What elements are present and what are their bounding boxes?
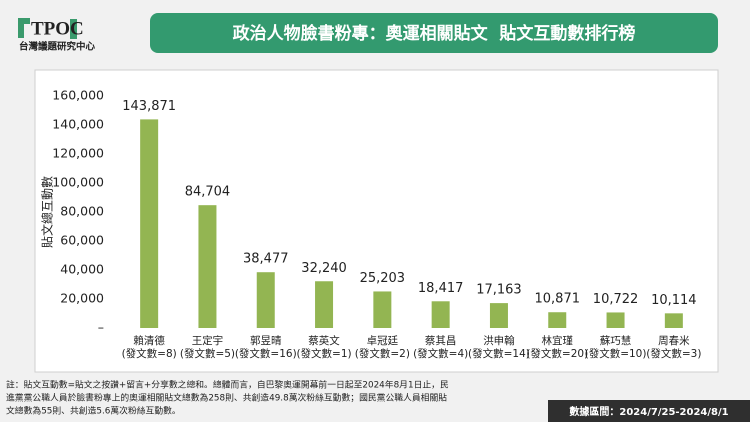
y-tick-label: – <box>98 320 104 335</box>
x-tick-label: 蔡英文 <box>308 334 340 347</box>
x-tick-label: 洪申翰 <box>483 334 515 347</box>
bar <box>664 313 683 328</box>
logo-icon <box>18 18 30 38</box>
bar <box>315 281 334 328</box>
x-tick-label: (發文數=3) <box>646 347 701 360</box>
value-label: 18,417 <box>418 281 464 296</box>
x-tick-label: (發文數=4) <box>413 347 468 360</box>
note-line: 文總數為55則、共創造5.6萬次粉絲互動數。 <box>6 405 181 417</box>
logo-text: TPOC <box>31 18 84 39</box>
title-banner <box>150 13 718 53</box>
x-tick-label: (發文數=1) <box>296 347 351 360</box>
x-tick-label: (發文數=10) <box>585 347 647 360</box>
data-range: 數據區間：2024/7/25-2024/8/1 <box>569 405 728 418</box>
x-tick-label: (發文數=5) <box>180 347 235 360</box>
logo-mark <box>70 19 77 39</box>
y-tick-label: 160,000 <box>52 88 104 103</box>
value-label: 38,477 <box>243 252 289 267</box>
y-tick-label: 40,000 <box>60 262 104 277</box>
bar <box>431 301 450 328</box>
x-tick-label: 卓冠廷 <box>367 335 399 347</box>
value-label: 84,704 <box>185 185 231 200</box>
org-name: 台灣議題研究中心 <box>19 41 96 53</box>
y-tick-label: 120,000 <box>52 146 104 161</box>
y-axis-label: 貼文總互動數 <box>40 176 55 248</box>
bar <box>198 205 217 328</box>
x-tick-label: 賴清德 <box>133 334 165 347</box>
value-label: 25,203 <box>360 271 406 286</box>
x-tick-label: (發文數=14) <box>468 347 530 360</box>
x-tick-label: 蘇巧慧 <box>600 334 632 347</box>
value-label: 32,240 <box>301 261 347 276</box>
y-tick-label: 140,000 <box>52 117 104 132</box>
bar <box>256 272 275 328</box>
bar <box>606 312 625 328</box>
x-tick-label: (發文數=16) <box>235 347 297 360</box>
y-tick-label: 60,000 <box>60 233 104 248</box>
range-box <box>548 400 750 422</box>
value-label: 17,163 <box>476 283 522 298</box>
x-tick-label: 周春米 <box>658 334 690 347</box>
bar <box>548 312 567 328</box>
value-label: 10,722 <box>593 292 639 307</box>
y-tick-label: 100,000 <box>52 175 104 190</box>
y-tick-label: 80,000 <box>60 204 104 219</box>
bar <box>373 291 392 328</box>
x-tick-label: (發文數=20) <box>526 347 588 360</box>
note-line: 進黨黨公職人員於臉書粉專上的奧運相關貼文總數為258則、共創造49.8萬次粉絲互… <box>6 392 447 404</box>
bar <box>140 119 159 328</box>
value-label: 10,114 <box>651 293 697 308</box>
x-tick-label: 郭昱晴 <box>250 334 282 347</box>
y-tick-label: 20,000 <box>60 291 104 306</box>
x-tick-label: 林宜瑾 <box>542 334 574 347</box>
note-line: 註：貼文互動數=貼文之按讚+留言+分享數之總和。總體而言，自巴黎奧運開幕前一日起… <box>6 379 449 391</box>
x-tick-label: (發文數=2) <box>355 347 410 360</box>
value-label: 143,871 <box>122 99 176 114</box>
value-label: 10,871 <box>535 292 581 307</box>
chart-title: 政治人物臉書粉專：奧運相關貼文 貼文互動數排行榜 <box>233 23 636 44</box>
x-tick-label: 王定宇 <box>192 334 224 347</box>
x-tick-label: 蔡其昌 <box>425 334 457 347</box>
bar <box>489 303 508 328</box>
x-tick-label: (發文數=8) <box>122 347 177 360</box>
